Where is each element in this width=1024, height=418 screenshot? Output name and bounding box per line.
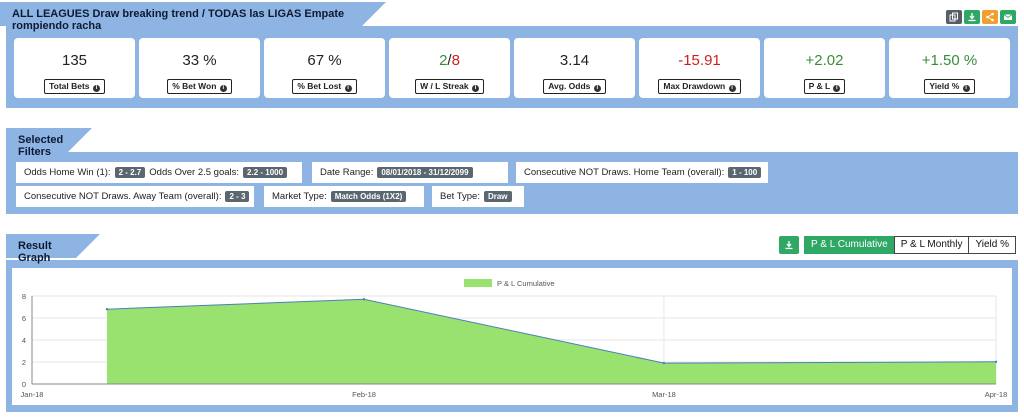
stat-label[interactable]: % Bet Lost i: [292, 79, 357, 94]
filter-label: Odds Over 2.5 goals:: [149, 167, 240, 178]
pnl-cumulative-button[interactable]: P & L Cumulative: [804, 236, 895, 254]
copy-icon: [949, 12, 958, 22]
chart-area: 0 2 4 6 8 Jan-18 Feb-18 Mar-18 Apr-18 P & L Cumul…: [12, 268, 1012, 405]
y-tick-label: 4: [22, 336, 26, 345]
download-report-button[interactable]: [964, 10, 980, 24]
info-icon: i: [962, 85, 970, 92]
filter-label: Odds Home Win (1):: [24, 167, 111, 178]
info-icon: i: [833, 85, 841, 92]
pnl-monthly-button[interactable]: P & L Monthly: [893, 236, 970, 254]
info-icon: i: [344, 85, 352, 92]
legend-label: P & L Cumulative: [497, 279, 555, 288]
filter-label: Bet Type:: [440, 191, 480, 202]
copy-button[interactable]: [946, 10, 962, 24]
stat-label[interactable]: % Bet Won i: [167, 79, 232, 94]
graph-tab: Result Graph: [6, 234, 100, 264]
stat-card-total-bets: 135 Total Bets i: [14, 38, 135, 98]
stat-label[interactable]: Max Drawdown i: [658, 79, 741, 94]
stat-card-avg-odds: 3.14 Avg. Odds i: [514, 38, 635, 98]
filter-chip-market-type: Market Type: Match Odds (1X2): [264, 186, 424, 207]
email-button[interactable]: [1000, 10, 1016, 24]
stat-label[interactable]: Yield % i: [924, 79, 975, 94]
yield-button[interactable]: Yield %: [968, 236, 1016, 254]
y-tick-label: 6: [22, 314, 26, 323]
stat-card-bet-lost: 67 % % Bet Lost i: [264, 38, 385, 98]
stat-value: +1.50 %: [921, 52, 978, 69]
x-tick-label: Mar-18: [652, 390, 676, 399]
stat-value: 135: [61, 52, 88, 69]
filter-value: 2 - 3: [225, 191, 250, 202]
stat-value: 33 %: [182, 52, 217, 69]
filter-chip-bet-type: Bet Type: Draw: [432, 186, 524, 207]
legend-swatch: [464, 279, 492, 287]
email-icon: [1003, 14, 1013, 20]
info-icon: i: [471, 85, 479, 92]
stat-card-wl-streak: 2/8 W / L Streak i: [389, 38, 510, 98]
loss-streak-value: 8: [451, 52, 460, 69]
data-point: [362, 298, 366, 301]
x-tick-label: Apr-18: [985, 390, 1008, 399]
info-icon: i: [219, 85, 227, 92]
stat-value: +2.02: [805, 52, 844, 69]
stat-card-pnl: +2.02 P & L i: [764, 38, 885, 98]
series-line: [106, 298, 997, 364]
filter-value: 2.2 - 1000: [243, 167, 288, 178]
x-tick-label: Jan-18: [21, 390, 44, 399]
stat-card-bet-won: 33 % % Bet Won i: [139, 38, 260, 98]
stat-value: -15.91: [678, 52, 721, 69]
filter-label: Consecutive NOT Draws. Away Team (overal…: [24, 191, 222, 202]
download-icon: [785, 241, 793, 250]
data-point: [105, 308, 109, 311]
pnl-chart: 0 2 4 6 8 Jan-18 Feb-18 Mar-18 Apr-18 P & L Cumul…: [21, 279, 1008, 399]
share-icon: [986, 12, 994, 22]
report-title-tab: ALL LEAGUES Draw breaking trend / TODAS …: [0, 2, 386, 32]
x-tick-label: Feb-18: [352, 390, 376, 399]
report-title: ALL LEAGUES Draw breaking trend / TODAS …: [12, 8, 345, 32]
filter-value: 1 - 100: [728, 167, 762, 178]
download-chart-button[interactable]: [779, 236, 800, 254]
win-streak-value: 2: [439, 52, 448, 69]
stat-value: 3.14: [559, 52, 590, 69]
download-icon: [968, 13, 976, 22]
filter-value: Match Odds (1X2): [330, 191, 407, 202]
filter-chip-date-range: Date Range: 08/01/2018 - 31/12/2099: [312, 162, 508, 183]
info-icon: i: [728, 85, 736, 92]
info-icon: i: [92, 85, 100, 92]
stat-label[interactable]: P & L i: [803, 79, 846, 94]
report-actions: [946, 10, 1016, 24]
info-icon: i: [593, 85, 601, 92]
graph-title: Result Graph: [18, 240, 52, 264]
filter-chip-odds: Odds Home Win (1): 2 - 2.7 Odds Over 2.5…: [16, 162, 302, 183]
filter-value: 2 - 2.7: [114, 167, 146, 178]
share-button[interactable]: [982, 10, 998, 24]
y-tick-label: 0: [22, 380, 26, 389]
filters-title: Selected Filters: [18, 134, 64, 158]
stat-card-max-drawdown: -15.91 Max Drawdown i: [639, 38, 760, 98]
stat-value: 67 %: [307, 52, 342, 69]
data-point: [994, 360, 998, 363]
stat-label[interactable]: W / L Streak i: [415, 79, 484, 94]
y-tick-label: 2: [22, 358, 26, 367]
y-tick-label: 8: [22, 292, 26, 301]
filter-chip-home-team: Consecutive NOT Draws. Home Team (overal…: [516, 162, 768, 183]
stat-card-yield: +1.50 % Yield % i: [889, 38, 1010, 98]
filter-chip-away-team: Consecutive NOT Draws. Away Team (overal…: [16, 186, 254, 207]
stat-label[interactable]: Avg. Odds i: [543, 79, 606, 94]
filter-value: Draw: [483, 191, 512, 202]
filter-label: Market Type:: [272, 191, 327, 202]
graph-controls: P & L Cumulative P & L Monthly Yield %: [779, 236, 1016, 254]
data-point: [662, 361, 666, 365]
stat-value: 2/8: [439, 52, 460, 69]
filter-value: 08/01/2018 - 31/12/2099: [377, 167, 473, 178]
stat-label[interactable]: Total Bets i: [44, 79, 105, 94]
filter-label: Consecutive NOT Draws. Home Team (overal…: [524, 167, 725, 178]
filters-tab: Selected Filters: [6, 128, 92, 158]
filter-label: Date Range:: [320, 167, 374, 178]
